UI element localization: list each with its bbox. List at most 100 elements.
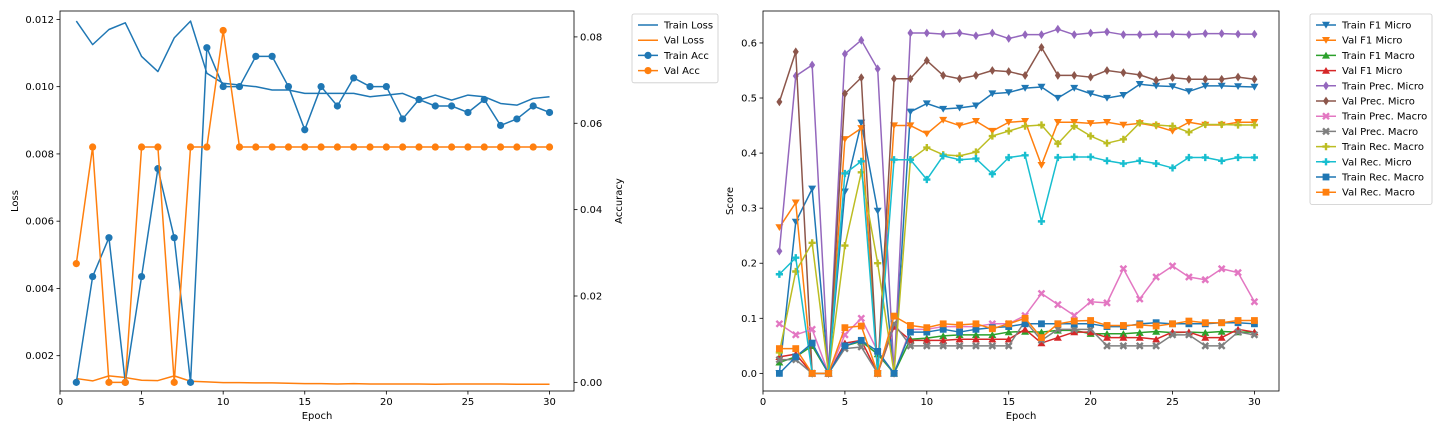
data-point <box>333 102 341 110</box>
data-point <box>1251 29 1258 39</box>
legend-item: Val Prec. Macro <box>1316 127 1418 138</box>
data-point <box>939 332 948 340</box>
data-point <box>1021 314 1029 322</box>
data-point <box>496 143 505 151</box>
data-point <box>971 117 980 125</box>
data-point <box>922 336 931 344</box>
data-point <box>219 82 227 91</box>
legend-label: Train Prec. Macro <box>1341 112 1427 123</box>
legend-item: Val Loss <box>638 36 704 47</box>
data-point <box>1021 320 1029 328</box>
legend-marker <box>1322 143 1330 151</box>
data-point <box>1135 329 1144 336</box>
data-point <box>1103 94 1111 102</box>
data-point <box>464 108 472 117</box>
data-point <box>1037 339 1046 347</box>
data-point <box>72 378 80 386</box>
data-point <box>922 130 931 138</box>
data-point <box>1103 333 1111 341</box>
x-tick-label: 20 <box>380 397 393 408</box>
data-point <box>939 336 948 344</box>
legend-item: Train Loss <box>638 21 713 32</box>
data-point <box>154 143 162 151</box>
legend-label: Val Prec. Micro <box>1342 97 1415 108</box>
y-tick-label: 0.002 <box>25 351 54 362</box>
data-point <box>1185 30 1192 40</box>
data-point <box>858 35 865 45</box>
data-point <box>1070 122 1078 130</box>
series-val-acc-3 <box>72 26 554 386</box>
data-point <box>1104 66 1110 75</box>
data-point <box>1168 122 1177 130</box>
legend-item: Val Rec. Micro <box>1316 157 1412 168</box>
data-point <box>972 154 980 163</box>
data-point <box>1135 81 1144 88</box>
legend-item: Val Prec. Micro <box>1316 97 1415 108</box>
data-point <box>1153 75 1160 85</box>
data-point <box>1136 157 1144 165</box>
data-point <box>154 165 162 173</box>
data-point <box>1021 117 1030 125</box>
legend-marker <box>1322 188 1330 196</box>
data-point <box>1087 132 1095 140</box>
y-tick-label: 0.006 <box>25 217 54 228</box>
data-point <box>1038 334 1045 341</box>
data-point <box>1202 74 1209 84</box>
data-point <box>1136 30 1143 40</box>
data-point <box>972 71 979 80</box>
data-point <box>1250 153 1259 162</box>
data-point <box>858 73 865 83</box>
data-point <box>956 74 963 84</box>
x-tick-label: 20 <box>1084 397 1097 408</box>
data-point <box>186 143 195 151</box>
y-tick-label: 0.4 <box>741 149 757 160</box>
y-tick-label: 0.1 <box>741 314 757 325</box>
data-point <box>972 31 979 41</box>
data-point <box>1217 333 1226 341</box>
legend-item: Val Rec. Macro <box>1316 188 1415 199</box>
data-point <box>1086 328 1095 336</box>
data-point <box>1005 67 1012 76</box>
data-point <box>972 341 980 350</box>
data-point <box>1038 320 1045 328</box>
data-point <box>1234 268 1242 277</box>
data-point <box>513 115 521 123</box>
data-point <box>808 185 817 193</box>
series-val-rec-macro-11 <box>775 312 1258 377</box>
data-point <box>808 325 816 334</box>
data-point <box>170 378 178 386</box>
x-tick-label: 5 <box>138 397 144 408</box>
data-point <box>1168 262 1177 270</box>
data-point <box>1087 72 1094 82</box>
data-point <box>1004 341 1013 350</box>
data-point <box>955 335 964 343</box>
data-point <box>1185 330 1193 339</box>
data-point <box>939 341 948 350</box>
data-point <box>1201 319 1209 327</box>
data-point <box>1103 119 1111 126</box>
data-point <box>1070 325 1079 334</box>
y2-axis-label: Accuracy <box>614 178 625 224</box>
legend-marker <box>1322 21 1330 29</box>
data-point <box>284 143 293 151</box>
data-point <box>1054 153 1062 162</box>
data-point <box>940 71 947 80</box>
data-point <box>906 336 915 344</box>
data-point <box>1070 317 1078 325</box>
x-tick-label: 5 <box>842 397 848 408</box>
legend-marker <box>1322 67 1330 74</box>
data-point <box>1135 295 1144 303</box>
data-point <box>1185 74 1192 84</box>
data-point <box>1120 30 1127 40</box>
data-point <box>1250 297 1259 306</box>
legend-label: Train Prec. Micro <box>1341 81 1424 92</box>
y2-tick-label: 0.02 <box>580 292 602 303</box>
data-point <box>1103 322 1111 329</box>
data-point <box>121 378 129 386</box>
y-tick-label: 0.004 <box>25 284 54 295</box>
data-point <box>1022 30 1029 40</box>
data-point <box>1119 121 1128 129</box>
y-axis-label: Loss <box>10 190 21 212</box>
legend-label: Train Acc <box>663 51 709 62</box>
data-point <box>891 74 898 84</box>
